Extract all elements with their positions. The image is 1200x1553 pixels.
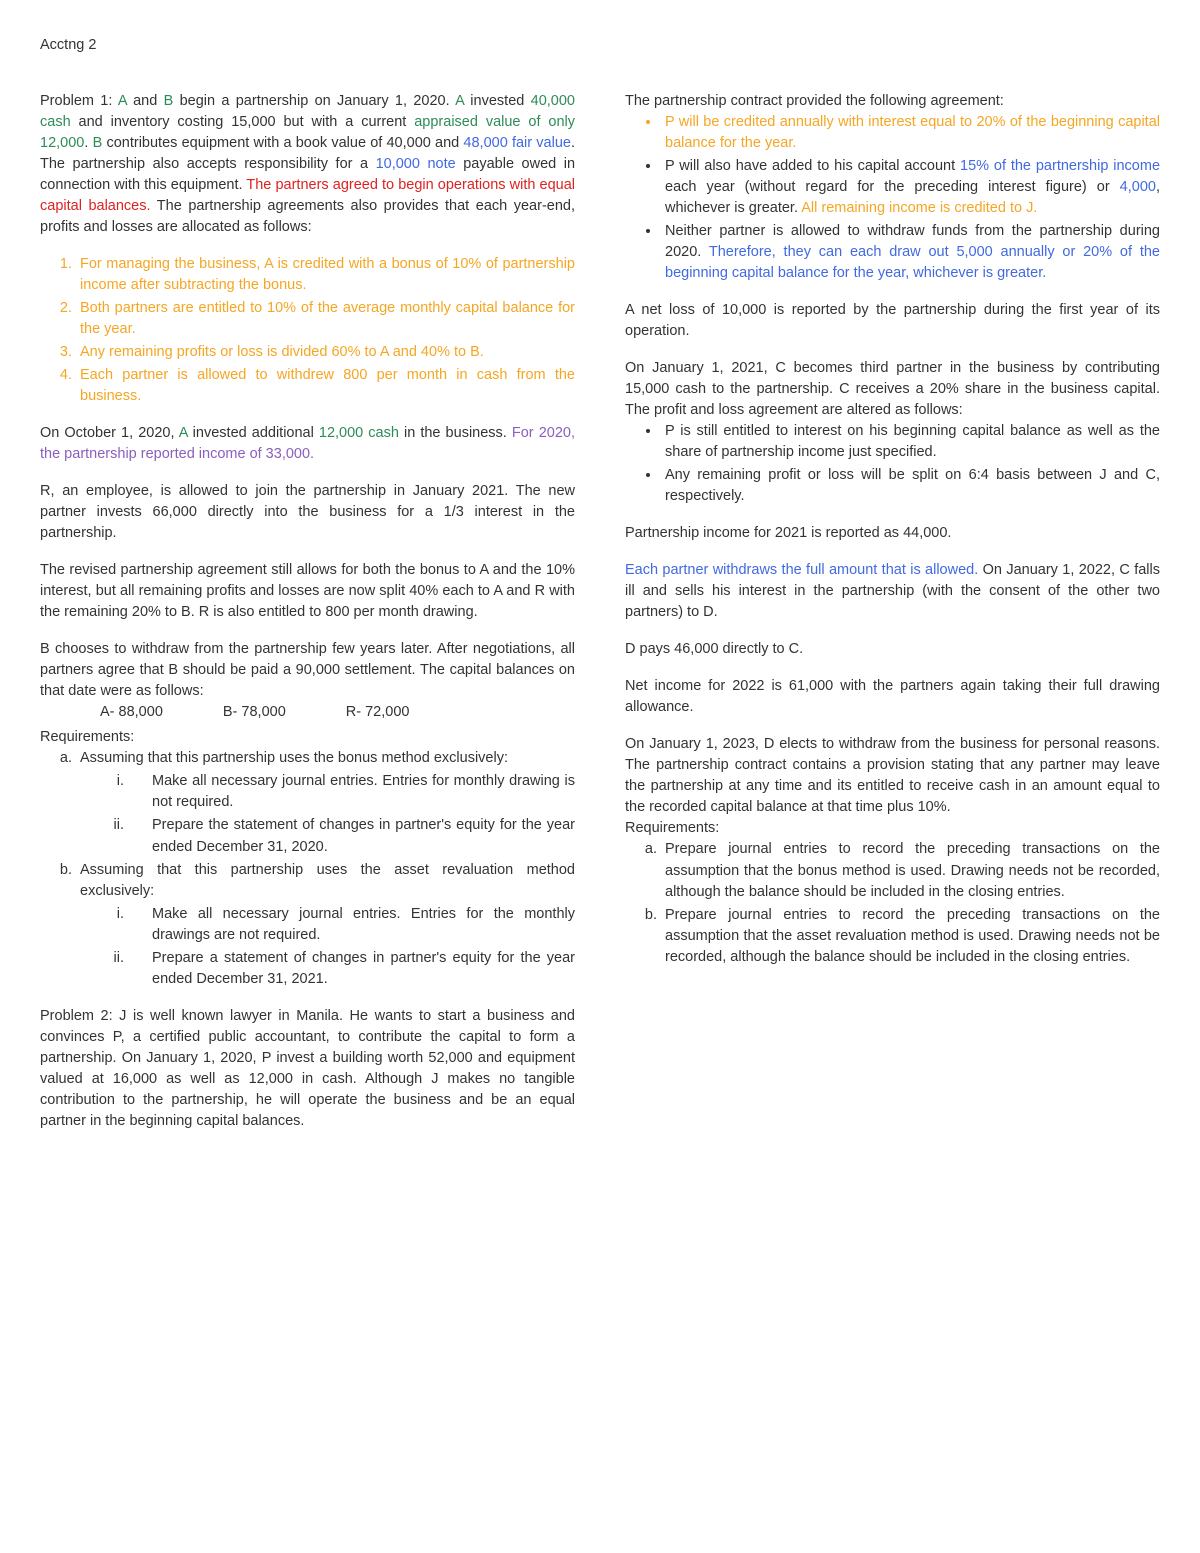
req-text: Assuming that this partnership uses the …: [80, 862, 575, 899]
text: and: [127, 93, 164, 109]
requirements-label: Requirements:: [625, 818, 1160, 839]
page-header: Acctng 2: [40, 35, 1160, 56]
agreement-item: Neither partner is allowed to withdraw f…: [661, 221, 1160, 284]
text: Each partner withdraws the full amount t…: [625, 562, 978, 578]
req-item: Prepare journal entries to record the pr…: [661, 905, 1160, 968]
sub-req-item: Prepare a statement of changes in partne…: [128, 948, 575, 990]
sub-req-item: Make all necessary journal entries. Entr…: [128, 904, 575, 946]
balance-r: R- 72,000: [346, 702, 410, 723]
problem1-p3: R, an employee, is allowed to join the p…: [40, 481, 575, 544]
content-columns: Problem 1: A and B begin a partnership o…: [40, 91, 1160, 1148]
text: invested additional: [188, 425, 319, 441]
text: invested: [464, 93, 531, 109]
text: begin a partnership on January 1, 2020.: [173, 93, 455, 109]
agreement-item: P will also have added to his capital ac…: [661, 156, 1160, 219]
problem2-p7: Net income for 2022 is 61,000 with the p…: [625, 676, 1160, 718]
agreement-intro: The partnership contract provided the fo…: [625, 91, 1160, 112]
capital-balances: A- 88,000 B- 78,000 R- 72,000: [40, 702, 575, 723]
text: each year (without regard for the preced…: [665, 179, 1120, 195]
problem1-requirements: Assuming that this partnership uses the …: [40, 748, 575, 989]
problem2-p5: Each partner withdraws the full amount t…: [625, 560, 1160, 623]
amount: 48,000 fair value: [463, 135, 571, 151]
amount: 4,000: [1120, 179, 1156, 195]
text: Problem 1:: [40, 93, 118, 109]
agreement-item: P will be credited annually with interes…: [661, 112, 1160, 154]
req-item: Assuming that this partnership uses the …: [76, 748, 575, 857]
balance-b: B- 78,000: [223, 702, 286, 723]
problem1-p5: B chooses to withdraw from the partnersh…: [40, 639, 575, 702]
text: and inventory costing 15,000 but with a …: [71, 114, 415, 130]
problem1-p4: The revised partnership agreement still …: [40, 560, 575, 623]
altered-agreement: P is still entitled to interest on his b…: [625, 421, 1160, 507]
partner-b: B: [93, 135, 103, 151]
partner-b: B: [164, 93, 174, 109]
problem1-intro: Problem 1: A and B begin a partnership o…: [40, 91, 575, 238]
amount: 15% of the partnership income: [960, 158, 1160, 174]
agreement-item: P is still entitled to interest on his b…: [661, 421, 1160, 463]
rule-item: Any remaining profits or loss is divided…: [76, 342, 575, 363]
sub-req-item: Prepare the statement of changes in part…: [128, 815, 575, 857]
text: P will also have added to his capital ac…: [665, 158, 960, 174]
problem2-p3: On January 1, 2021, C becomes third part…: [625, 358, 1160, 421]
amount: 10,000 note: [376, 156, 456, 172]
left-column: Problem 1: A and B begin a partnership o…: [40, 91, 575, 1148]
agreement-list: P will be credited annually with interes…: [625, 112, 1160, 284]
rule-item: Each partner is allowed to withdrew 800 …: [76, 365, 575, 407]
req-item: Assuming that this partnership uses the …: [76, 860, 575, 990]
problem2-p8: On January 1, 2023, D elects to withdraw…: [625, 734, 1160, 818]
text: contributes equipment with a book value …: [102, 135, 463, 151]
sub-requirements: Make all necessary journal entries. Entr…: [80, 771, 575, 857]
req-text: Assuming that this partnership uses the …: [80, 750, 508, 766]
sub-requirements: Make all necessary journal entries. Entr…: [80, 904, 575, 990]
text: in the business.: [399, 425, 512, 441]
rule-item: Both partners are entitled to 10% of the…: [76, 298, 575, 340]
requirements-label: Requirements:: [40, 727, 575, 748]
partner-a: A: [118, 93, 127, 109]
req-item: Prepare journal entries to record the pr…: [661, 839, 1160, 902]
rule-item: For managing the business, A is credited…: [76, 254, 575, 296]
agreement-item: Any remaining profit or loss will be spl…: [661, 465, 1160, 507]
problem2-intro: Problem 2: J is well known lawyer in Man…: [40, 1006, 575, 1132]
problem2-p2: A net loss of 10,000 is reported by the …: [625, 300, 1160, 342]
problem2-requirements: Prepare journal entries to record the pr…: [625, 839, 1160, 967]
partner-a: A: [455, 93, 464, 109]
text: Therefore, they can each draw out 5,000 …: [665, 244, 1160, 281]
problem1-p2: On October 1, 2020, A invested additiona…: [40, 423, 575, 465]
problem2-p6: D pays 46,000 directly to C.: [625, 639, 1160, 660]
text: On October 1, 2020,: [40, 425, 179, 441]
sub-req-item: Make all necessary journal entries. Entr…: [128, 771, 575, 813]
text: .: [84, 135, 92, 151]
amount: 12,000 cash: [319, 425, 399, 441]
balance-a: A- 88,000: [100, 702, 163, 723]
allocation-rules: For managing the business, A is credited…: [40, 254, 575, 407]
text: All remaining income is credited to J.: [801, 200, 1037, 216]
partner-a: A: [179, 425, 188, 441]
right-column: The partnership contract provided the fo…: [625, 91, 1160, 1148]
problem2-p4: Partnership income for 2021 is reported …: [625, 523, 1160, 544]
